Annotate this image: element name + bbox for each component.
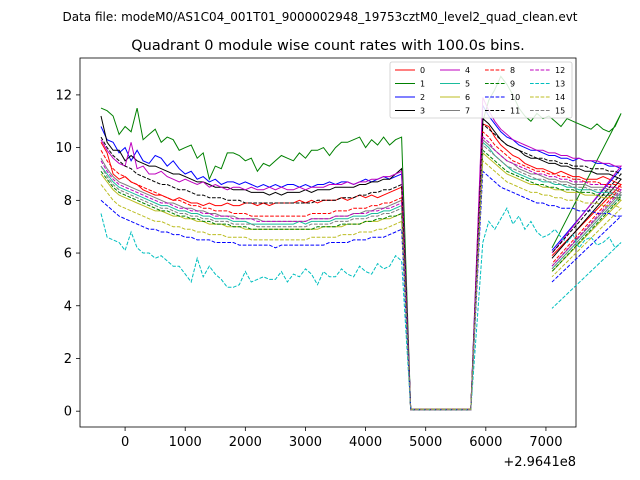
x-tick-label: 7000 [529, 435, 562, 450]
x-tick-label: 2000 [229, 435, 262, 450]
legend-label-1: 1 [420, 80, 425, 89]
legend-label-10: 10 [510, 93, 520, 102]
series-line-9 [100, 149, 623, 411]
legend-label-7: 7 [465, 107, 470, 116]
legend-label-13: 13 [555, 80, 565, 89]
series-line-12 [100, 136, 622, 411]
series-line-8 [100, 130, 622, 410]
legend-label-4: 4 [465, 66, 470, 75]
y-axis: 0 2 4 6 8 10 12 [55, 88, 80, 420]
legend-label-3: 3 [420, 107, 425, 116]
legend-label-14: 14 [555, 93, 565, 102]
series-line-7 [100, 138, 622, 411]
series-line-2 [100, 103, 622, 410]
y-tick-label: 12 [55, 88, 72, 103]
legend-label-0: 0 [420, 66, 425, 75]
legend-label-5: 5 [465, 80, 470, 89]
y-tick-label: 8 [64, 194, 72, 209]
suptitle: Data file: modeM0/AS1C04_001T01_90000029… [62, 10, 577, 24]
series-line-1 [100, 75, 622, 411]
x-axis: 0 1000 2000 3000 4000 5000 6000 7000 [121, 427, 562, 450]
series-line-14 [100, 159, 622, 410]
y-tick-label: 4 [64, 299, 72, 314]
x-offset-label: +2.9641e8 [503, 455, 576, 470]
legend-label-12: 12 [555, 66, 565, 75]
y-tick-label: 2 [64, 352, 72, 367]
series-group [100, 75, 623, 411]
series-line-4 [100, 97, 623, 411]
y-tick-label: 0 [64, 405, 72, 420]
x-tick-label: 4000 [349, 435, 382, 450]
legend-label-9: 9 [510, 80, 515, 89]
series-line-15 [100, 143, 622, 411]
series-line-3 [100, 115, 622, 411]
legend-frame [389, 61, 573, 119]
x-tick-label: 5000 [409, 435, 442, 450]
series-line-10 [100, 170, 623, 411]
series-line-11 [100, 122, 622, 410]
legend-label-8: 8 [510, 66, 515, 75]
x-tick-label: 0 [121, 435, 129, 450]
series-line-5 [100, 141, 623, 410]
x-tick-label: 3000 [289, 435, 322, 450]
x-tick-label: 6000 [469, 435, 502, 450]
legend-label-2: 2 [420, 93, 425, 102]
x-tick-label: 1000 [169, 435, 202, 450]
plot-area [79, 57, 577, 428]
series-line-13 [100, 207, 622, 411]
chart-title: Quadrant 0 module wise count rates with … [131, 38, 525, 54]
legend-label-15: 15 [555, 107, 565, 116]
legend-label-11: 11 [510, 107, 520, 116]
y-tick-label: 6 [64, 247, 72, 262]
legend-label-6: 6 [465, 93, 470, 102]
series-line-0 [100, 123, 622, 411]
y-tick-label: 10 [55, 141, 72, 156]
series-line-6 [100, 151, 622, 411]
